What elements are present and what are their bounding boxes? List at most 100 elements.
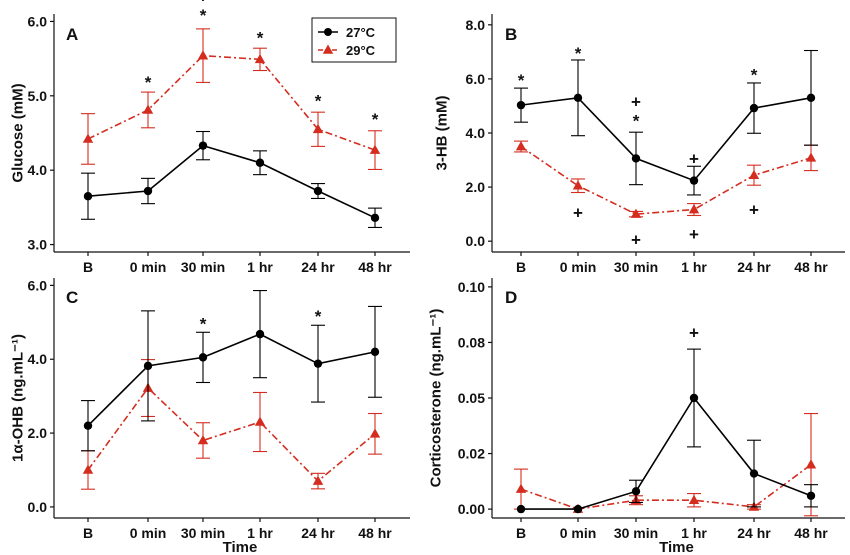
- data-point-29c: [82, 464, 94, 474]
- series-line-29c: [520, 145, 812, 215]
- x-tick-label: 1 hr: [681, 525, 707, 541]
- x-tick-label: 24 hr: [737, 259, 771, 275]
- x-tick-label: 24 hr: [737, 525, 771, 541]
- x-tick-label: 0 min: [560, 525, 597, 541]
- panel-label: B: [505, 25, 517, 44]
- y-axis-label: Glucose (mM): [10, 83, 27, 182]
- x-tick-label: 24 hr: [301, 259, 335, 275]
- series-line-29c: [520, 464, 812, 510]
- significance-plus: +: [631, 230, 641, 249]
- significance-star: *: [575, 44, 582, 63]
- data-point-27c: [370, 347, 380, 357]
- y-tick-label: 4.0: [28, 351, 48, 367]
- data-point-29c: [369, 144, 381, 154]
- y-tick-label: 6.0: [28, 277, 48, 293]
- data-point-27c: [749, 469, 759, 478]
- x-tick-label: B: [83, 259, 93, 275]
- x-tick-label: 1 hr: [247, 525, 273, 541]
- data-point-27c: [255, 329, 265, 339]
- series-line-29c: [87, 386, 376, 483]
- significance-star: *: [200, 314, 207, 333]
- x-tick-label: 0 min: [130, 525, 167, 541]
- x-tick-label: 30 min: [614, 525, 658, 541]
- x-tick-label: 1 hr: [681, 259, 707, 275]
- significance-plus: +: [689, 323, 699, 342]
- significance-star: *: [315, 307, 322, 326]
- y-tick-label: 6.0: [28, 13, 48, 29]
- y-tick-label: 2.0: [28, 425, 48, 441]
- data-point-27c: [516, 100, 526, 110]
- y-tick-label: 0.02: [458, 446, 485, 462]
- significance-star: *: [751, 66, 758, 85]
- series-line-27c: [87, 333, 376, 427]
- data-point-27c: [313, 359, 323, 368]
- panel-a: 3.0 4.0 5.0 6.0 B 0 min 30 min 1 hr 24 hr 48 hr Gl…: [10, 0, 410, 275]
- significance-plus: +: [573, 203, 583, 222]
- significance-star: *: [633, 111, 640, 130]
- y-tick-label: 6.0: [466, 71, 486, 87]
- y-tick-label: 0.0: [466, 233, 486, 249]
- data-point-27c: [631, 154, 641, 163]
- series-line-27c: [521, 396, 812, 510]
- y-axis-label: Corticosterone (ng.mL⁻¹): [428, 309, 445, 488]
- significance-plus: +: [631, 93, 641, 112]
- x-tick-label: 24 hr: [301, 525, 335, 541]
- data-point-29c: [805, 152, 817, 162]
- data-point-27c: [631, 487, 641, 496]
- series-line-27c: [87, 144, 376, 219]
- data-point-29c: [748, 169, 760, 179]
- y-tick-label: 8.0: [466, 17, 486, 33]
- legend-box: [311, 17, 397, 63]
- data-point-27c: [689, 393, 699, 403]
- data-point-27c: [255, 158, 265, 167]
- y-axis-label: 3-HB (mM): [434, 96, 451, 171]
- data-point-27c: [143, 361, 153, 371]
- legend-label-27c: 27°C: [346, 25, 376, 40]
- panel-d: 0.00 0.02 0.05 0.08 0.10 B 0 min 30 min 1 hr 24 h…: [428, 278, 845, 555]
- y-tick-label: 0.05: [458, 390, 485, 406]
- legend-marker-29c: [322, 44, 334, 54]
- significance-star: *: [145, 73, 152, 92]
- data-point-29c: [142, 104, 154, 114]
- significance-star: *: [200, 6, 207, 25]
- data-point-27c: [313, 186, 323, 196]
- x-tick-label: 48 hr: [794, 259, 828, 275]
- y-axis-label: 1α-OHB (ng.mL⁻¹): [10, 334, 27, 462]
- x-tick-label: 0 min: [560, 259, 597, 275]
- x-tick-label: 0 min: [130, 259, 167, 275]
- x-tick-label: B: [83, 525, 93, 541]
- x-tick-label: 48 hr: [794, 525, 828, 541]
- x-tick-label: 48 hr: [358, 259, 392, 275]
- significance-star: *: [315, 92, 322, 111]
- x-axis-title: Time: [659, 539, 694, 555]
- x-axis-title: Time: [223, 539, 258, 555]
- data-point-29c: [254, 53, 266, 64]
- data-point-29c: [197, 50, 209, 60]
- data-point-27c: [143, 186, 153, 196]
- x-tick-label: 1 hr: [247, 259, 273, 275]
- x-tick-label: 30 min: [181, 259, 225, 275]
- y-tick-label: 5.0: [28, 88, 48, 104]
- data-point-29c: [630, 208, 642, 218]
- data-point-27c: [198, 141, 208, 150]
- legend: 27°C 29°C: [311, 17, 397, 63]
- y-tick-label: 0.08: [458, 334, 485, 350]
- data-point-29c: [369, 428, 381, 438]
- significance-plus: +: [198, 0, 208, 6]
- y-tick-label: 0.00: [458, 501, 485, 517]
- data-point-27c: [573, 504, 583, 514]
- y-tick-label: 0.10: [458, 279, 485, 295]
- data-point-29c: [515, 141, 527, 151]
- series-line-27c: [520, 96, 812, 182]
- panel-b: 0.0 2.0 4.0 6.0 8.0 B 0 min 30 min 1 hr 24 hr 48 h…: [434, 14, 845, 275]
- significance-star: *: [257, 28, 264, 47]
- data-point-29c: [572, 180, 584, 190]
- data-point-27c: [83, 421, 93, 430]
- data-point-27c: [370, 213, 380, 222]
- x-tick-label: B: [516, 525, 526, 541]
- significance-plus: +: [689, 225, 699, 244]
- data-point-27c: [806, 491, 816, 500]
- x-tick-label: 30 min: [181, 525, 225, 541]
- significance-plus: +: [749, 201, 759, 220]
- y-tick-label: 3.0: [28, 237, 48, 253]
